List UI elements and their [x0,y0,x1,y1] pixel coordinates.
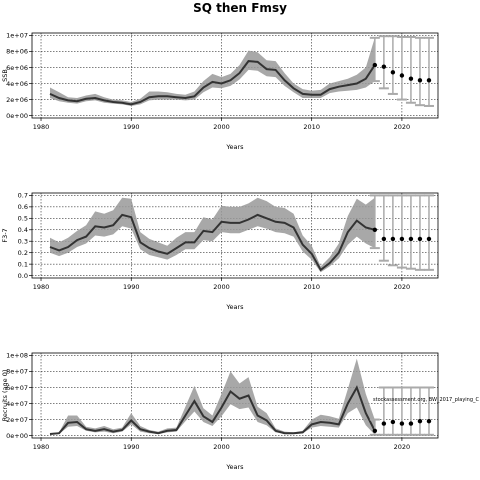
ssb-forecast-point-2023 [426,78,432,83]
f-median-line [49,213,376,272]
f-xtick-label-2010: 2010 [303,283,320,291]
fishing-mortality-panel: 1980 1990 2000 2010 2020 0.0 0.1 0.2 0.3 0.4 0.5 0.… [1,192,439,311]
recruits-xtick-label-1980: 1980 [33,443,50,451]
recruits-plot-frame [31,352,439,439]
f-forecast-point-2021 [408,236,414,242]
f-ytick-label-2: 0.2 [18,249,28,257]
recruits-forecast-point-2023 [426,418,432,424]
recruits-xtick-label-2010: 2010 [303,443,320,451]
recruits-forecast-point-2018 [381,421,387,426]
ssb-xtick-label-1990: 1990 [123,123,140,131]
recruits-ytick-label-2: 4e+07 [6,400,28,408]
ssb-forecast-point-2022 [417,78,423,83]
ssb-xtick-label-2010: 2010 [303,123,320,131]
ssb-forecast-point-2017 [372,62,378,68]
f-forecast-point-2017 [372,227,378,232]
f-xtick-label-2020: 2020 [394,283,411,291]
f-y-axis-label: F3-7 [1,228,9,242]
f-plot-frame [31,192,439,279]
recruits-median-line [49,385,376,435]
recruits-ytick-label-4: 8e+07 [6,368,28,376]
recruits-confidence-band [50,358,375,435]
ssb-forecast-point-2019 [390,70,396,75]
ssb-ytick-label-1: 2e+06 [6,96,28,104]
recruits-xtick-label-2020: 2020 [394,443,411,451]
recruits-forecast-point-2017 [372,428,378,433]
f-ytick-label-5: 0.5 [18,215,28,223]
f-x-axis-label: Years [225,303,244,311]
f-ytick-label-3: 0.3 [18,238,28,246]
recruits-forecast-point-2022 [417,418,423,424]
f-ytick-label-1: 0.1 [18,260,28,268]
f-ytick-label-0: 0.0 [18,272,28,280]
ssb-forecast-point-2018 [381,64,387,69]
credit-note: stockassessment.org, BW_2017_playing_C [373,397,480,403]
recruits-ytick-label-0: 0e+00 [6,432,28,440]
recruits-ytick-label-5: 1e+08 [6,352,28,360]
ssb-xtick-label-1980: 1980 [33,123,50,131]
ssb-x-axis-label: Years [225,143,244,151]
recruits-forecast-point-2019 [390,419,396,425]
f-forecast-point-2022 [417,236,423,242]
ssb-ytick-label-0: 0e+00 [6,112,28,120]
f-forecast-point-2018 [381,236,387,242]
ssb-xtick-label-2000: 2000 [213,123,230,131]
f-forecast-point-2019 [390,236,396,242]
recruits-ytick-label-1: 2e+07 [6,416,28,424]
ssb-ytick-label-5: 1e+07 [6,32,28,40]
figure-title: SQ then Fmsy [193,1,287,15]
recruitment-panel: 1980 1990 2000 2010 2020 0e+00 2e+07 4e+07 6e+07… [1,352,439,471]
recruits-xtick-label-2000: 2000 [213,443,230,451]
ssb-y-axis-label: SSB [1,69,9,82]
recruits-forecast-point-2020 [399,421,405,426]
f-xtick-label-1980: 1980 [33,283,50,291]
f-ytick-label-6: 0.6 [18,203,28,211]
ssb-ytick-label-4: 8e+06 [6,48,28,56]
ssb-xtick-label-2020: 2020 [394,123,411,131]
f-ytick-label-4: 0.4 [18,226,28,234]
f-forecast-point-2023 [426,236,432,242]
ssb-median-line [49,60,376,106]
f-forecast-point-2020 [399,236,405,242]
recruits-y-axis-label: Recruits (age 0) [1,370,9,422]
f-ytick-label-7: 0.7 [18,192,28,200]
ssb-confidence-band [50,37,375,106]
f-xtick-label-1990: 1990 [123,283,140,291]
ssb-ytick-label-3: 6e+06 [6,64,28,72]
recruits-forecast-point-2021 [408,421,414,426]
f-xtick-label-2000: 2000 [213,283,230,291]
ssb-panel: 1980 1990 2000 2010 2020 0e+00 2e+06 4e+06 6e+06… [1,32,439,151]
ssb-ytick-label-2: 4e+06 [6,80,28,88]
f-confidence-band [50,197,375,273]
recruits-ytick-label-3: 6e+07 [6,384,28,392]
ssb-forecast-point-2020 [399,73,405,78]
ssb-plot-frame [31,32,439,119]
recruits-xtick-label-1990: 1990 [123,443,140,451]
ssb-forecast-point-2021 [408,76,414,81]
recruits-x-axis-label: Years [225,463,244,471]
